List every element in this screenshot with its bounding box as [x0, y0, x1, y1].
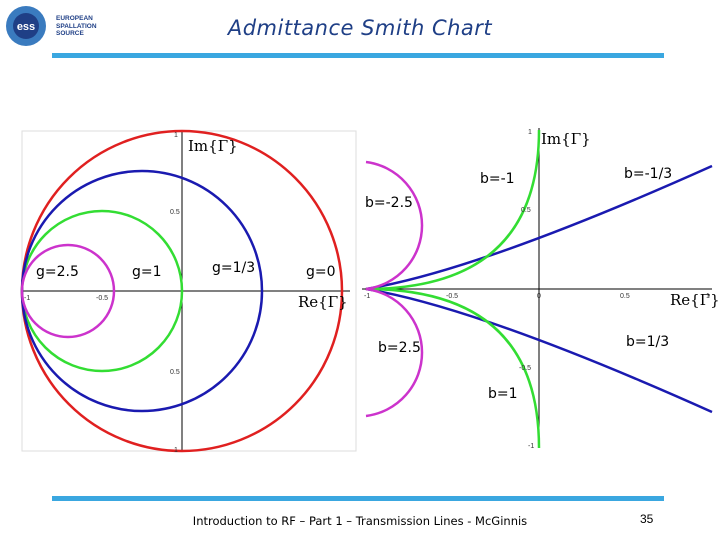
- label-b-2-5: b=2.5: [378, 340, 421, 356]
- logo-text: EUROPEAN SPALLATION SOURCE: [56, 15, 97, 37]
- b-2-5-arc: [365, 287, 424, 418]
- label-g0: g=0: [306, 264, 336, 280]
- label-g1: g=1: [132, 264, 162, 280]
- right-tick-y-half: 0.5: [521, 207, 531, 214]
- left-tick-x-neg-one: -1: [24, 295, 30, 302]
- ess-logo: ess EUROPEAN SPALLATION SOURCE: [4, 4, 114, 48]
- right-tick-x-half: 0.5: [620, 293, 630, 300]
- left-chart: -0.5 -1 0.5 0.5 1 1 Im{Γ} Re{Γ} g=2.5 g=…: [20, 129, 357, 454]
- page-number: 35: [640, 512, 654, 526]
- b-one-third-arc: [365, 287, 713, 414]
- left-re-axis-label: Re{Γ}: [298, 293, 348, 311]
- left-tick-x-neg-half: -0.5: [96, 295, 108, 302]
- right-tick-x-neg-one: -1: [364, 293, 370, 300]
- right-re-axis-label: Re{Γ}: [670, 291, 720, 309]
- right-im-axis-label: Im{Γ}: [541, 130, 591, 148]
- left-tick-y-neg-one: 1: [174, 447, 178, 454]
- b-neg-2-5-arc: [365, 160, 424, 291]
- left-im-axis-label: Im{Γ}: [188, 137, 238, 155]
- footer-text: Introduction to RF – Part 1 – Transmissi…: [192, 514, 528, 528]
- left-tick-y-neg-half: 0.5: [170, 369, 180, 376]
- right-tick-y-neg-one: -1: [528, 443, 534, 450]
- right-tick-x-zero: 0: [537, 293, 541, 300]
- g25-circle: [20, 243, 116, 339]
- left-tick-y-one: 1: [174, 132, 178, 139]
- top-divider: [52, 53, 664, 58]
- right-tick-y-one: 1: [528, 129, 532, 136]
- bottom-divider: [52, 496, 664, 501]
- label-b-neg-one-third: b=-1/3: [624, 166, 672, 182]
- b-neg-one-arc: [365, 129, 541, 291]
- label-g25: g=2.5: [36, 264, 79, 280]
- b-one-arc: [365, 287, 541, 449]
- right-tick-x-one: 1: [706, 293, 710, 300]
- right-tick-y-neg-half: -0.5: [519, 365, 531, 372]
- right-tick-x-neg-half: -0.5: [446, 293, 458, 300]
- logo-mark: ess: [17, 21, 35, 33]
- ess-logo-icon: ess: [6, 6, 46, 46]
- label-b-1: b=1: [488, 386, 518, 402]
- label-g13: g=1/3: [212, 260, 255, 276]
- right-chart: -1 -0.5 0 0.5 1 0.5 -0.5 1 -1 Im{Γ} Re{Γ…: [362, 128, 720, 450]
- label-b-neg-2-5: b=-2.5: [365, 195, 413, 211]
- page-title: Admittance Smith Chart: [227, 16, 493, 40]
- left-tick-y-half: 0.5: [170, 209, 180, 216]
- label-b-neg-1: b=-1: [480, 171, 515, 187]
- b-neg-one-third-arc: [365, 164, 713, 291]
- label-b-one-third: b=1/3: [626, 334, 669, 350]
